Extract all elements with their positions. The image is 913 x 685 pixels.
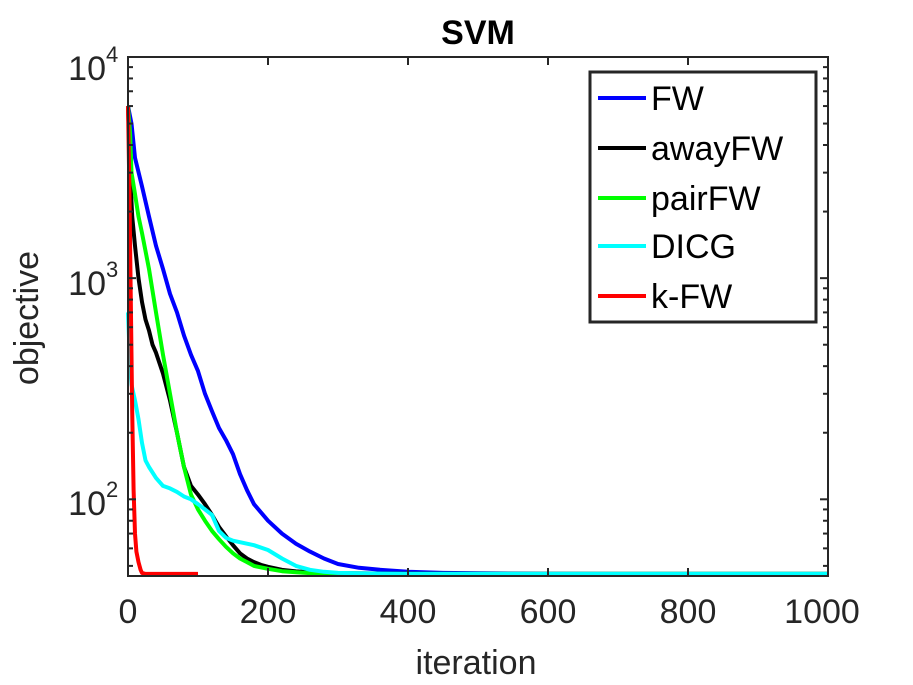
y-axis-label: objective <box>8 251 46 385</box>
x-tick-label-5: 1000 <box>784 593 860 631</box>
x-tick-label-0: 0 <box>119 593 138 631</box>
legend-label-pairfw: pairFW <box>651 180 761 218</box>
series-line-pairfw <box>126 105 828 576</box>
y-tick-base-0: 10 <box>68 485 106 523</box>
y-tick-labels: 10 2 10 3 10 4 <box>68 42 118 523</box>
y-tick-label-1: 10 3 <box>68 257 118 303</box>
y-tick-base-1: 10 <box>68 265 106 303</box>
legend-label-dicg: DICG <box>651 228 736 266</box>
tick-group <box>127 56 829 576</box>
x-tick-label-1: 200 <box>240 593 297 631</box>
y-tick-base-2: 10 <box>68 50 106 88</box>
legend-entry-fw: FW <box>598 80 704 118</box>
y-tick-label-2: 10 4 <box>68 42 118 88</box>
x-axis-label: iteration <box>416 644 537 682</box>
y-tick-exp-2: 4 <box>106 42 118 67</box>
legend-entry-kfw: k-FW <box>598 278 732 316</box>
series-group <box>126 105 828 576</box>
legend-entry-dicg: DICG <box>598 228 736 266</box>
axes-box <box>127 56 829 577</box>
x-tick-labels: 0 200 400 600 800 1000 <box>119 593 860 631</box>
chart-title: SVM <box>441 14 515 52</box>
y-tick-label-0: 10 2 <box>68 477 118 523</box>
legend-label-awayfw: awayFW <box>651 130 783 168</box>
legend: FW awayFW pairFW DICG k-FW <box>588 70 818 324</box>
x-tick-label-2: 400 <box>380 593 437 631</box>
y-tick-exp-0: 2 <box>106 477 118 502</box>
legend-entry-pairfw: pairFW <box>598 180 761 218</box>
x-tick-label-3: 600 <box>520 593 577 631</box>
series-line-dicg <box>126 312 828 576</box>
x-tick-label-4: 800 <box>660 593 717 631</box>
legend-entry-awayfw: awayFW <box>598 130 783 168</box>
series-line-kfw <box>126 106 198 576</box>
legend-label-kfw: k-FW <box>651 278 732 316</box>
legend-label-fw: FW <box>651 80 704 118</box>
y-tick-exp-1: 3 <box>106 257 118 282</box>
